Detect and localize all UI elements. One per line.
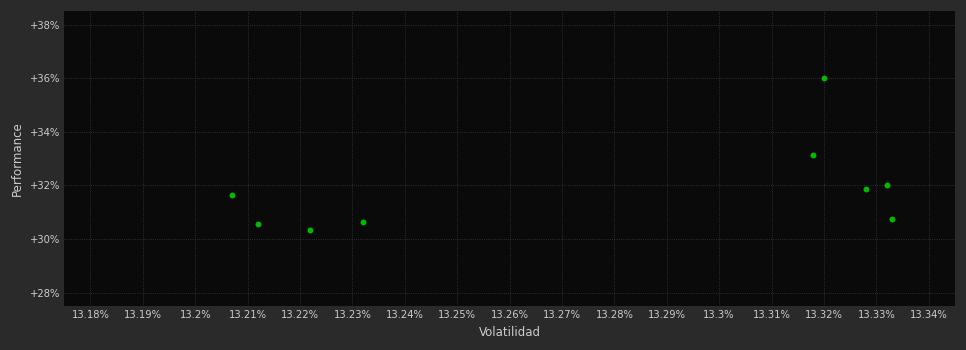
Point — [224, 192, 240, 198]
Point — [355, 219, 371, 224]
Point — [858, 187, 873, 192]
Point — [806, 152, 821, 158]
Point — [302, 227, 318, 232]
Y-axis label: Performance: Performance — [12, 121, 24, 196]
X-axis label: Volatilidad: Volatilidad — [478, 326, 541, 339]
Point — [884, 216, 899, 222]
Point — [879, 183, 895, 188]
Point — [250, 222, 266, 227]
Point — [816, 75, 832, 81]
